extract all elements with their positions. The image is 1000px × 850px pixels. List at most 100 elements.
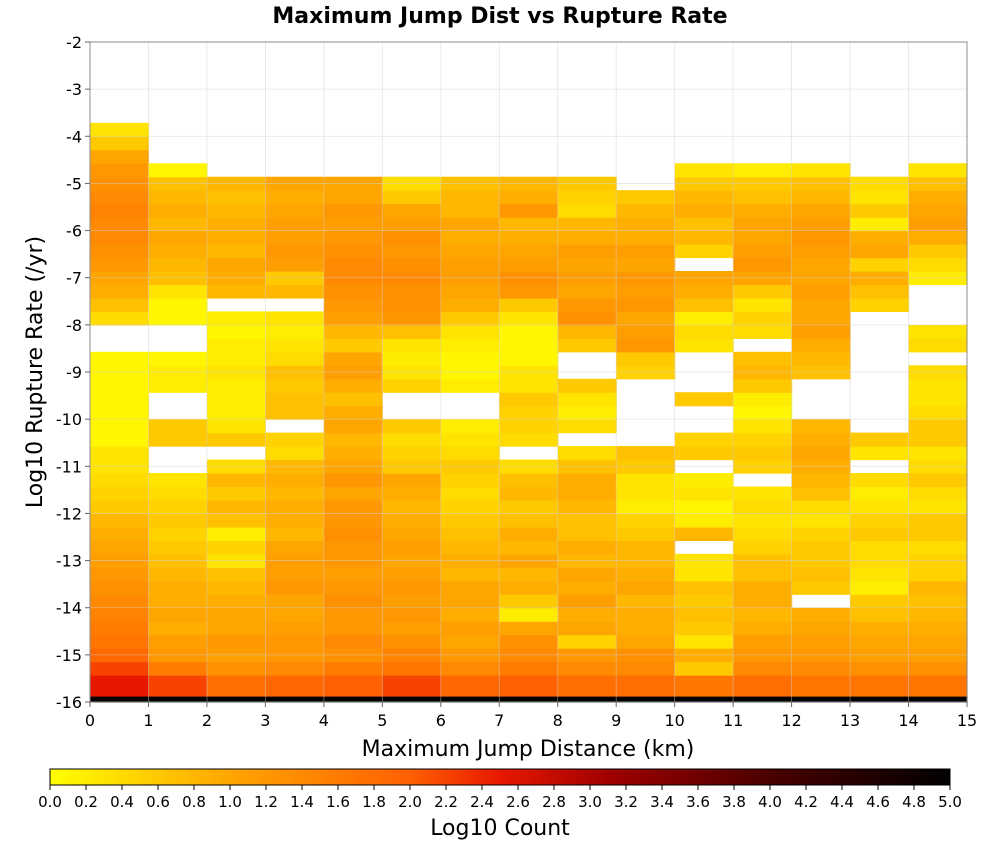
heatmap-cell (557, 257, 617, 272)
heatmap-cell (206, 580, 266, 595)
heatmap-cell (557, 634, 617, 649)
heatmap-cell (382, 661, 442, 676)
heatmap-cell (557, 311, 617, 326)
heatmap-cell (148, 661, 208, 676)
y-tick-label: -8 (66, 316, 82, 335)
heatmap-cell (850, 230, 910, 245)
heatmap-cell (850, 526, 910, 541)
heatmap-cell (148, 607, 208, 622)
heatmap-cell (265, 513, 325, 528)
heatmap-cell (733, 297, 793, 313)
heatmap-cell (206, 432, 266, 447)
heatmap-cell (90, 432, 150, 447)
heatmap-cell (908, 203, 968, 218)
heatmap-cell (674, 594, 734, 609)
heatmap-cell (733, 378, 793, 393)
heatmap-cell (323, 297, 383, 313)
heatmap-cell (908, 419, 968, 434)
heatmap-cell (791, 190, 851, 205)
heatmap-cell (206, 284, 266, 299)
heatmap-cell (440, 621, 500, 636)
heatmap-cell (557, 696, 617, 703)
heatmap-cell (791, 473, 851, 488)
heatmap-cell (323, 446, 383, 461)
x-tick-label: 9 (611, 711, 621, 730)
heatmap-cell (90, 594, 150, 609)
heatmap-cell (908, 244, 968, 259)
heatmap-cell (206, 567, 266, 582)
heatmap-cell (206, 540, 266, 555)
heatmap-cell (206, 230, 266, 245)
heatmap-cell (733, 621, 793, 636)
colorbar-label: Log10 Count (430, 816, 570, 841)
heatmap-cell (90, 203, 150, 218)
heatmap-cell (616, 217, 676, 232)
y-tick-label: -6 (66, 222, 82, 241)
heatmap-cell (323, 378, 383, 393)
heatmap-cell (265, 526, 325, 541)
colorbar-tick-label: 0.6 (146, 793, 170, 811)
heatmap-cell (557, 338, 617, 353)
colorbar-tick-label: 1.6 (326, 793, 350, 811)
heatmap-cell (323, 567, 383, 582)
heatmap-cell (557, 217, 617, 232)
heatmap-cell (791, 526, 851, 541)
heatmap-cell (557, 190, 617, 205)
heatmap-cell (733, 567, 793, 582)
heatmap-cell (323, 351, 383, 366)
heatmap-cell (323, 621, 383, 636)
heatmap-cell (323, 190, 383, 205)
heatmap-cell (733, 351, 793, 366)
heatmap-cell (674, 661, 734, 676)
heatmap-cell (908, 499, 968, 515)
heatmap-cell (616, 473, 676, 488)
heatmap-cell (733, 163, 793, 178)
heatmap-cell (791, 257, 851, 272)
heatmap-cell (440, 432, 500, 447)
colorbar-tick-label: 5.0 (938, 793, 962, 811)
heatmap-cell (382, 621, 442, 636)
heatmap-cell (499, 230, 559, 245)
heatmap-cell (323, 661, 383, 676)
x-tick-label: 4 (319, 711, 329, 730)
heatmap-cell (791, 324, 851, 339)
heatmap-cell (265, 217, 325, 232)
colorbar-tick-label: 1.0 (218, 793, 242, 811)
heatmap-cell (908, 607, 968, 622)
heatmap-cell (616, 540, 676, 555)
heatmap-cell (850, 257, 910, 272)
heatmap-cell (616, 351, 676, 366)
heatmap-cell (265, 540, 325, 555)
heatmap-cell (148, 696, 208, 703)
heatmap-cell (323, 486, 383, 501)
heatmap-cell (557, 567, 617, 582)
heatmap-cell (908, 567, 968, 582)
heatmap-cell (90, 513, 150, 528)
heatmap-cell (850, 580, 910, 595)
heatmap-cell (850, 634, 910, 649)
heatmap-cell (90, 580, 150, 595)
heatmap-cell (382, 311, 442, 326)
heatmap-cell (733, 432, 793, 447)
heatmap-cell (382, 432, 442, 447)
heatmap-cell (499, 621, 559, 636)
heatmap-cell (499, 594, 559, 609)
heatmap-cell (499, 540, 559, 555)
heatmap-cell (908, 432, 968, 447)
heatmap-cell (616, 499, 676, 515)
heatmap-cell (90, 419, 150, 434)
heatmap-cell (382, 217, 442, 232)
heatmap-cell (206, 526, 266, 541)
heatmap-cell (440, 419, 500, 434)
gridlines (89, 41, 968, 703)
heatmap-cell (265, 351, 325, 366)
heatmap-cell (382, 486, 442, 501)
heatmap-cell (733, 203, 793, 218)
heatmap-cells (90, 122, 968, 703)
heatmap-cell (90, 567, 150, 582)
colorbar-tick-label: 0.4 (110, 793, 134, 811)
heatmap-cell (616, 607, 676, 622)
heatmap-cell (908, 526, 968, 541)
heatmap-cell (791, 432, 851, 447)
